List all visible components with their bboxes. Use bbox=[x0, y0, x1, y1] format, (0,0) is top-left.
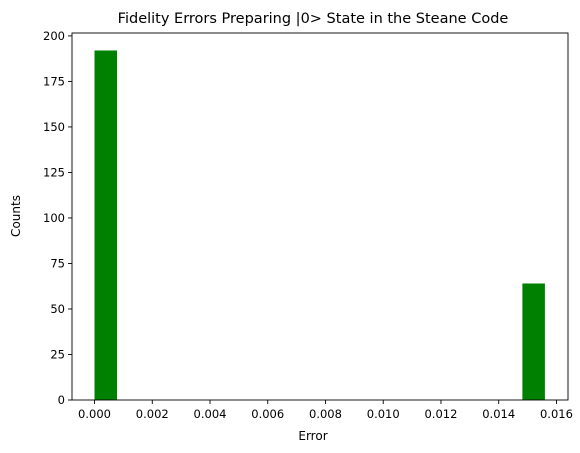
y-tick-label: 175 bbox=[43, 74, 65, 88]
y-tick-label: 200 bbox=[43, 29, 65, 43]
y-tick-label: 0 bbox=[58, 393, 65, 407]
y-tick-label: 100 bbox=[43, 211, 65, 225]
x-axis-label: Error bbox=[298, 429, 327, 443]
x-tick-label: 0.016 bbox=[540, 407, 573, 421]
histogram-bar-1 bbox=[522, 283, 545, 400]
plot-frame bbox=[71, 32, 569, 401]
x-tick-label: 0.006 bbox=[251, 407, 284, 421]
x-tick-label: 0.010 bbox=[367, 407, 400, 421]
bars-group bbox=[94, 50, 545, 400]
y-axis-label: Counts bbox=[9, 195, 23, 237]
y-tick-label: 125 bbox=[43, 165, 65, 179]
y-axis-ticks: 0 25 50 75 100 125 150 175 200 bbox=[43, 29, 72, 407]
x-tick-label: 0.004 bbox=[194, 407, 227, 421]
y-tick-label: 150 bbox=[43, 120, 65, 134]
x-tick-label: 0.008 bbox=[309, 407, 342, 421]
x-axis-ticks: 0.000 0.002 0.004 0.006 0.008 0.010 0.012 0.014… bbox=[78, 400, 573, 421]
x-tick-label: 0.002 bbox=[136, 407, 169, 421]
x-tick-label: 0.012 bbox=[424, 407, 457, 421]
x-tick-label: 0.000 bbox=[78, 407, 111, 421]
histogram-bar-0 bbox=[94, 50, 118, 400]
x-tick-label: 0.014 bbox=[482, 407, 515, 421]
y-tick-label: 25 bbox=[50, 347, 65, 361]
chart-title: Fidelity Errors Preparing |0> State in t… bbox=[118, 11, 509, 27]
y-tick-label: 75 bbox=[50, 256, 65, 270]
y-tick-label: 50 bbox=[50, 302, 65, 316]
